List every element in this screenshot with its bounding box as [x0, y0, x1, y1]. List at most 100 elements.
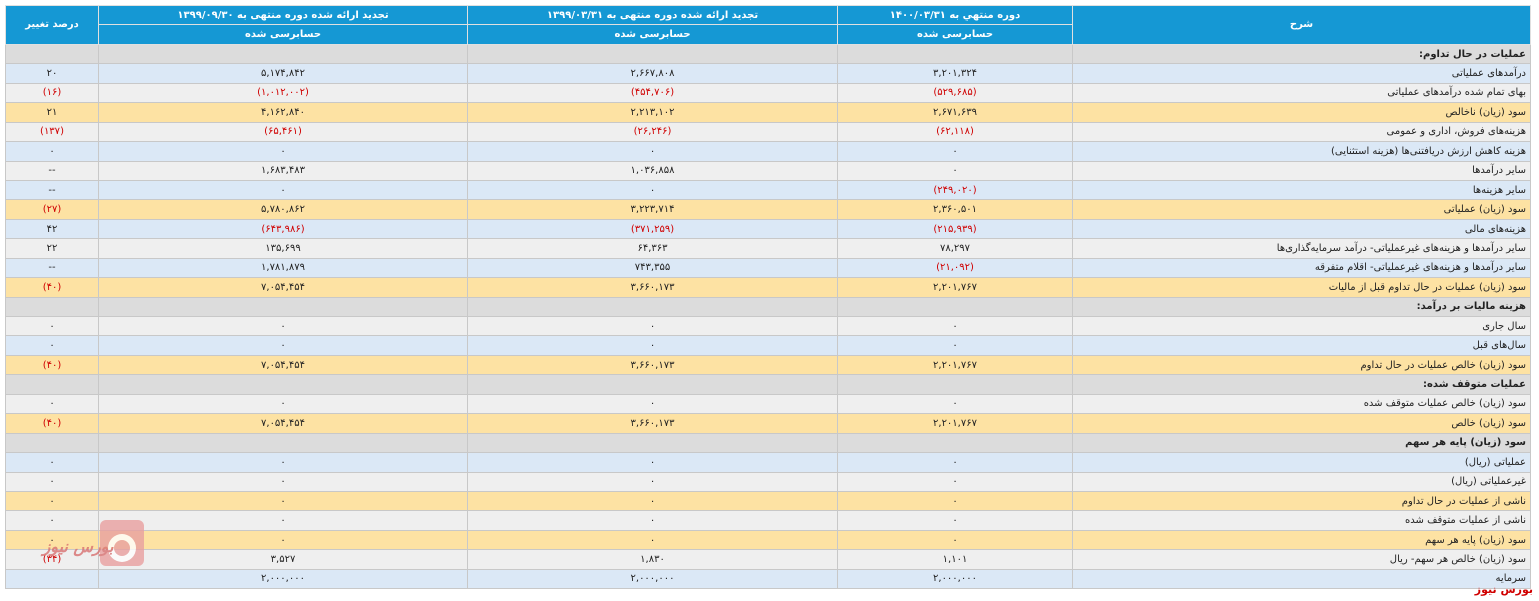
table-row: سود (زیان) خالص هر سهم- ریال ۱,۱۰۱ ۱,۸۳۰ ۳,…	[5, 549, 1531, 570]
row-label: هزینه‌های فروش، اداری و عمومی	[1072, 121, 1531, 143]
value-cell: ۱,۶۸۳,۴۸۳	[98, 160, 468, 181]
header-cell: درصد تغییر	[5, 5, 99, 45]
table-row: درآمدهای عملیاتی ۳,۲۰۱,۳۲۴ ۲,۶۶۷,۸۰۸ ۵,۱۷۴,…	[5, 63, 1531, 84]
watermark-logo: بورس نیوز	[40, 520, 144, 566]
value-cell: ۲,۶۷۱,۶۳۹	[837, 102, 1073, 123]
value-cell: ۵,۱۷۴,۸۴۲	[98, 63, 468, 84]
table-row: سایر درآمدها و هزینه‌های غیرعملیاتی- اقل…	[5, 257, 1531, 279]
value-cell: ۷,۰۵۴,۴۵۴	[98, 277, 468, 298]
value-cell: ۲۲	[5, 238, 99, 259]
row-label: سال‌های قبل	[1072, 335, 1531, 356]
value-cell	[837, 296, 1073, 318]
value-cell	[5, 432, 99, 454]
row-label: سود (زیان) خالص هر سهم- ریال	[1072, 549, 1531, 570]
value-cell: --	[5, 257, 99, 279]
value-cell: ۱,۷۸۱,۸۷۹	[98, 257, 468, 279]
value-cell	[467, 296, 838, 318]
value-cell: (۲۱۵,۹۳۹)	[837, 218, 1073, 240]
value-cell	[837, 43, 1073, 65]
value-cell: ۰	[98, 141, 468, 162]
table-row: ناشی از عملیات متوقف شده ۰ ۰ ۰ ۰	[5, 510, 1531, 531]
value-cell: (۲۱,۰۹۲)	[837, 257, 1073, 279]
logo-text: بورس نیوز	[40, 537, 114, 557]
table-row: سال‌های قبل ۰ ۰ ۰ ۰	[5, 335, 1531, 356]
value-cell: ۰	[837, 471, 1073, 492]
value-cell: (۶۴۳,۹۸۶)	[98, 218, 468, 240]
value-cell: ۰	[467, 471, 838, 492]
value-cell: (۶۲,۱۱۸)	[837, 121, 1073, 143]
value-cell: (۴۵۴,۷۰۶)	[467, 82, 838, 104]
value-cell: ۰	[5, 471, 99, 492]
header-cell: تجدید ارائه شده دوره منتهی به ۱۳۹۹/۰۹/۳۰	[98, 4, 468, 26]
row-label: ناشی از عملیات متوقف شده	[1072, 510, 1531, 531]
header-cell: تجدید ارائه شده دوره منتهی به ۱۳۹۹/۰۳/۳۱	[467, 4, 838, 26]
value-cell: ۰	[5, 335, 99, 356]
row-label: سود (زیان) خالص	[1072, 413, 1531, 434]
table-row: سرمایه ۲,۰۰۰,۰۰۰ ۲,۰۰۰,۰۰۰ ۲,۰۰۰,۰۰۰	[5, 568, 1531, 590]
value-cell: ۰	[467, 490, 838, 512]
value-cell: ۵,۷۸۰,۸۶۲	[98, 199, 468, 220]
value-cell: ۰	[467, 179, 838, 201]
row-label: سایر هزینه‌ها	[1072, 179, 1531, 201]
value-cell: ۰	[837, 160, 1073, 181]
value-cell: ۰	[837, 335, 1073, 356]
value-cell: ۰	[837, 141, 1073, 162]
header-sub: حسابرسی شده	[837, 24, 1073, 45]
table-row: سود (زیان) خالص عملیات در حال تداوم ۲,۲۰۱…	[5, 354, 1531, 376]
value-cell: (۲۴۹,۰۲۰)	[837, 179, 1073, 201]
value-cell: ۰	[467, 510, 838, 531]
value-cell: ۷,۰۵۴,۴۵۴	[98, 354, 468, 376]
value-cell: (۱,۰۱۲,۰۰۲)	[98, 82, 468, 104]
table-row: سود (زیان) پایه هر سهم ۰ ۰ ۰ ۰	[5, 529, 1531, 551]
header-sub: حسابرسی شده	[467, 24, 838, 45]
value-cell: ۲,۲۱۳,۱۰۲	[467, 102, 838, 123]
value-cell: ۰	[5, 452, 99, 473]
value-cell	[5, 374, 99, 395]
value-cell: ۰	[5, 393, 99, 415]
value-cell	[98, 43, 468, 65]
value-cell: ۰	[5, 315, 99, 337]
value-cell	[5, 43, 99, 65]
value-cell: ۰	[98, 510, 468, 531]
row-label: هزینه کاهش ارزش دریافتنی‌ها (هزینه استثن…	[1072, 141, 1531, 162]
row-label: سال جاری	[1072, 315, 1531, 337]
value-cell: ۰	[467, 315, 838, 337]
value-cell: ۳,۲۲۳,۷۱۴	[467, 199, 838, 220]
table-row: سود (زیان) خالص عملیات متوقف شده ۰ ۰ ۰ ۰	[5, 393, 1531, 415]
value-cell: ۶۴,۳۶۳	[467, 238, 838, 259]
row-label: سود (زیان) پایه هر سهم	[1072, 432, 1531, 454]
row-label: عملیات در حال تداوم:	[1072, 43, 1531, 65]
table-wrap: شرح دوره منتهي به ۱۴۰۰/۰۳/۳۱ تجدید ارائه…	[5, 4, 1531, 590]
value-cell: ۲,۰۰۰,۰۰۰	[98, 568, 468, 590]
value-cell: (۲۶,۲۴۶)	[467, 121, 838, 143]
value-cell: ۴۲	[5, 218, 99, 240]
row-label: ناشی از عملیات در حال تداوم	[1072, 490, 1531, 512]
row-label: عملیاتی (ریال)	[1072, 452, 1531, 473]
value-cell: ۰	[467, 393, 838, 415]
value-cell: (۲۷)	[5, 199, 99, 220]
value-cell	[467, 374, 838, 395]
value-cell	[98, 432, 468, 454]
value-cell: (۳۷۱,۲۵۹)	[467, 218, 838, 240]
table-row: هزینه کاهش ارزش دریافتنی‌ها (هزینه استثن…	[5, 141, 1531, 162]
value-cell: ۰	[98, 490, 468, 512]
value-cell: ۳,۶۶۰,۱۷۳	[467, 277, 838, 298]
value-cell: ۰	[837, 315, 1073, 337]
brand-text: بورس نیوز	[1474, 583, 1533, 596]
value-cell: ۰	[5, 529, 99, 551]
value-cell: ۰	[467, 335, 838, 356]
value-cell: ۱۳۵,۶۹۹	[98, 238, 468, 259]
value-cell: ۲۰	[5, 63, 99, 84]
row-label: درآمدهای عملیاتی	[1072, 63, 1531, 84]
value-cell: ۰	[837, 452, 1073, 473]
value-cell: ۰	[98, 315, 468, 337]
row-label: سایر درآمدها	[1072, 160, 1531, 181]
value-cell: ۰	[5, 141, 99, 162]
value-cell: (۴۰)	[5, 277, 99, 298]
row-label: بهای تمام شده درآمدهای عملیاتی	[1072, 82, 1531, 104]
value-cell	[837, 374, 1073, 395]
value-cell	[5, 296, 99, 318]
table-row: سود (زیان) پایه هر سهم	[5, 432, 1531, 454]
value-cell: (۱۳۷)	[5, 121, 99, 143]
value-cell: ۰	[467, 141, 838, 162]
